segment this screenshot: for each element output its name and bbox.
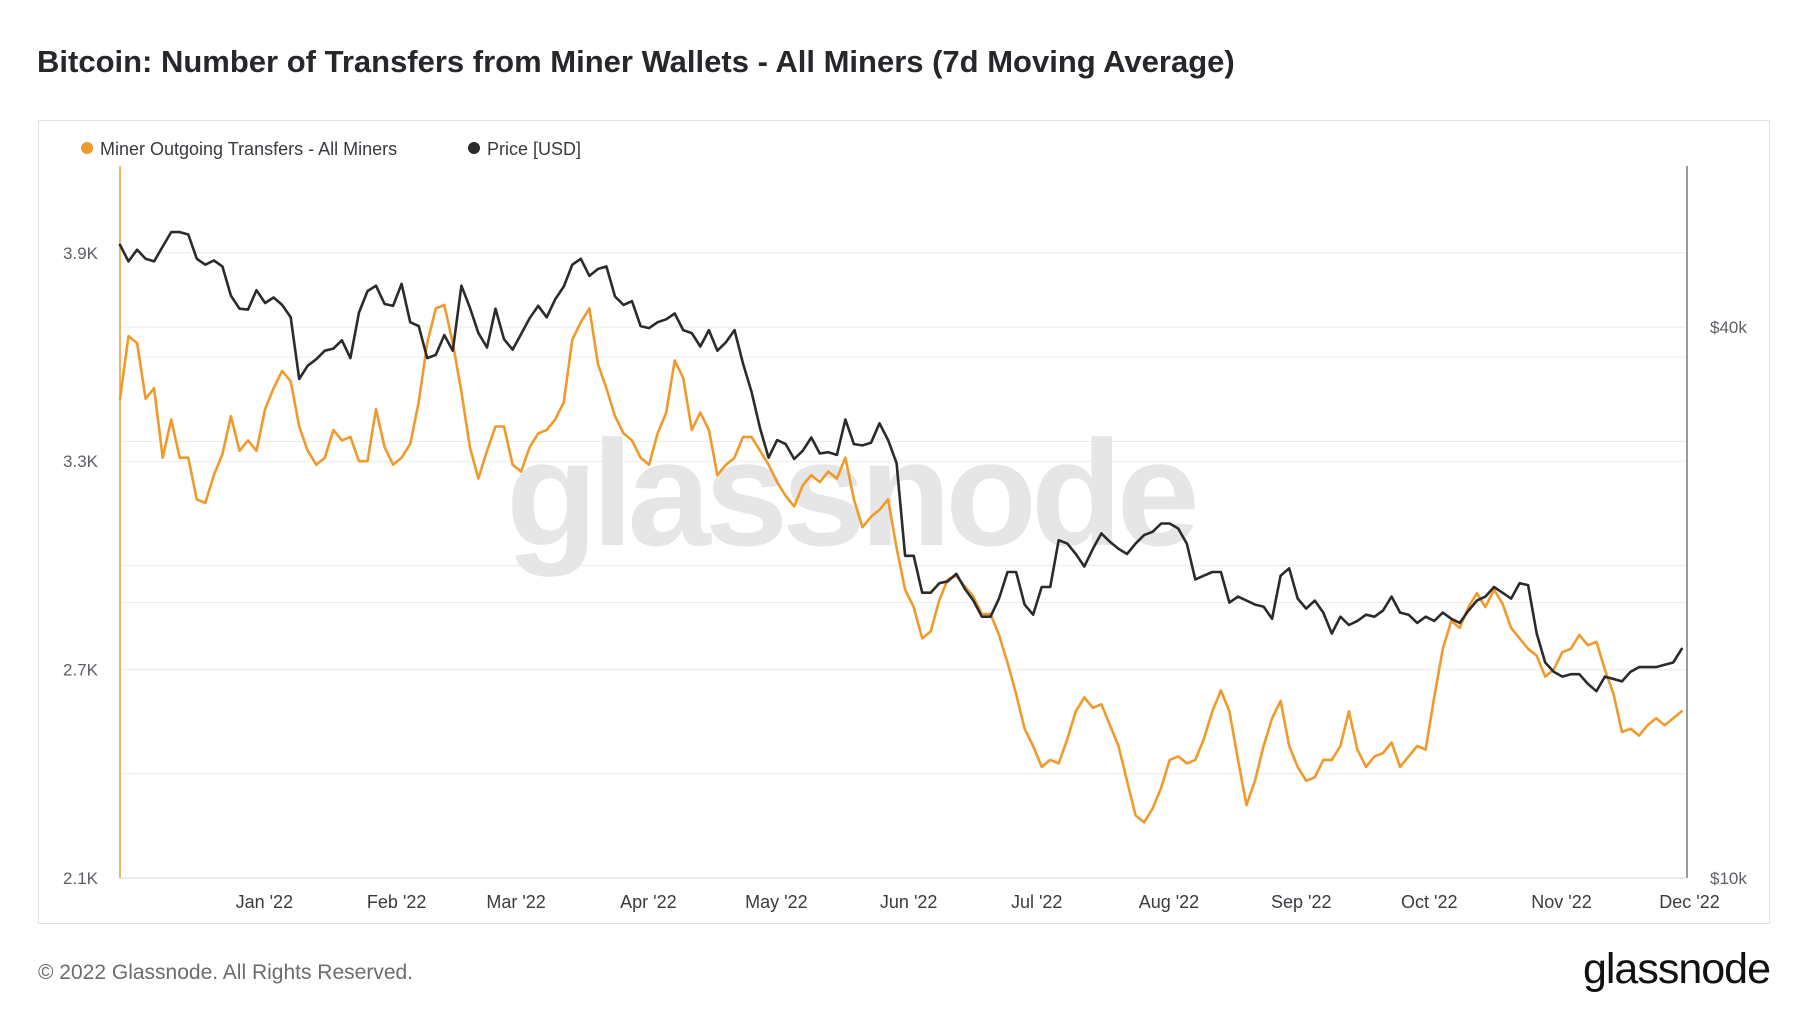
x-tick-label: Dec '22 xyxy=(1659,892,1719,912)
x-tick-label: Jan '22 xyxy=(236,892,293,912)
x-tick-label: Oct '22 xyxy=(1401,892,1457,912)
legend-item[interactable]: Price [USD] xyxy=(468,139,581,159)
series-line-price[interactable] xyxy=(118,230,1683,693)
chart-frame xyxy=(38,120,1770,924)
series-layer xyxy=(118,230,1683,824)
x-tick-label: Jun '22 xyxy=(880,892,937,912)
y-left-tick-label: 2.7K xyxy=(63,661,99,680)
legend-label: Miner Outgoing Transfers - All Miners xyxy=(100,139,397,159)
x-tick-label: Feb '22 xyxy=(367,892,426,912)
x-tick-label: Jul '22 xyxy=(1011,892,1062,912)
legend-label: Price [USD] xyxy=(487,139,581,159)
y-left-tick-label: 3.9K xyxy=(63,244,99,263)
series-line-transfers[interactable] xyxy=(118,303,1683,824)
x-tick-label: Mar '22 xyxy=(486,892,545,912)
grid-layer xyxy=(120,252,1686,775)
x-tick-label: Sep '22 xyxy=(1271,892,1332,912)
x-tick-label: Nov '22 xyxy=(1531,892,1591,912)
y-right-tick-label: $40k xyxy=(1710,318,1747,337)
x-tick-label: Aug '22 xyxy=(1139,892,1200,912)
y-right-tick-label: $10k xyxy=(1710,869,1747,888)
footer-copyright: © 2022 Glassnode. All Rights Reserved. xyxy=(38,961,414,984)
y-left-tick-label: 3.3K xyxy=(63,452,99,471)
y-left-tick-label: 2.1K xyxy=(63,869,99,888)
legend-dot-icon xyxy=(81,142,93,154)
legend-item[interactable]: Miner Outgoing Transfers - All Miners xyxy=(81,139,397,159)
legend[interactable]: Miner Outgoing Transfers - All Miners Pri… xyxy=(81,139,581,159)
x-tick-label: May '22 xyxy=(745,892,807,912)
legend-dot-icon xyxy=(468,142,480,154)
brand-logo[interactable]: glassnode xyxy=(1582,945,1771,993)
chart-title: Bitcoin: Number of Transfers from Miner … xyxy=(37,44,1235,79)
x-tick-label: Apr '22 xyxy=(620,892,676,912)
axes-layer: 2.1K 2.7K 3.3K 3.9K $10k $40k Jan '22 Feb '22 Ma… xyxy=(63,166,1747,912)
